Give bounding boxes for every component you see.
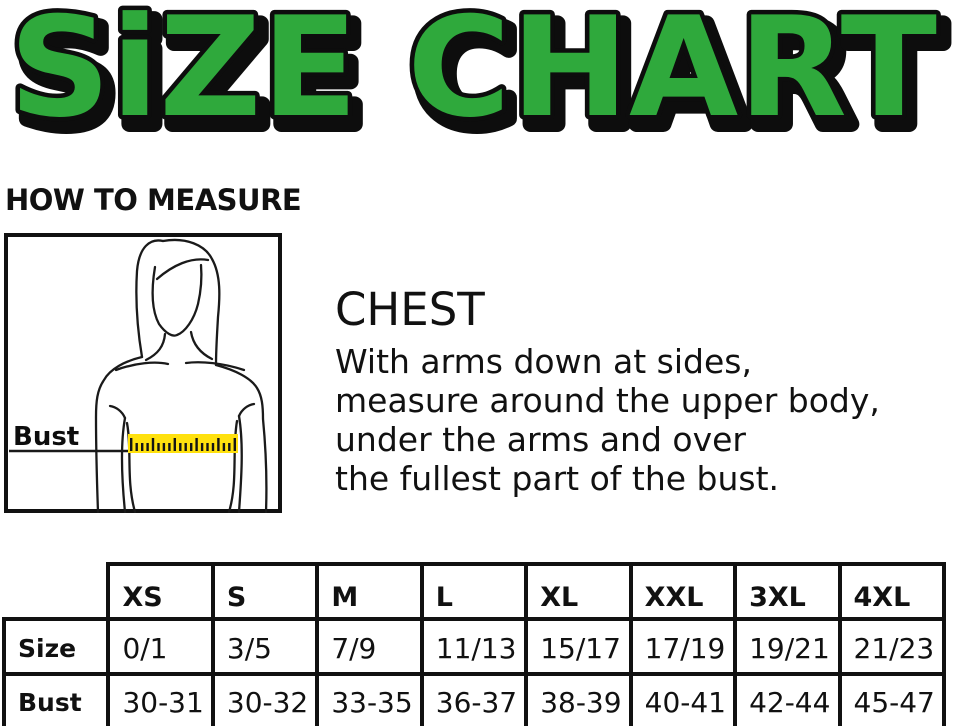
- size-value-cell: 11/13: [419, 617, 529, 676]
- size-row-label: Size: [1, 617, 111, 676]
- header-cell-4xl: 4XL: [837, 562, 946, 621]
- size-row: Size 0/1 3/5 7/9 11/13 15/17 17/19 19/21…: [1, 617, 946, 676]
- size-value-cell: 15/17: [524, 617, 633, 676]
- page-title: SiZE CHART: [9, 2, 937, 144]
- bust-value-cell: 38-39: [524, 672, 633, 726]
- bust-value-cell: 33-35: [315, 672, 424, 726]
- chest-instruction-line: measure around the upper body,: [335, 381, 880, 420]
- woman-figure-illustration: Bust: [4, 233, 282, 513]
- chest-instruction-line: under the arms and over: [335, 420, 746, 459]
- page-title-shadow: SiZE CHART: [16, 2, 944, 144]
- chest-instructions: CHEST With arms down at sides, measure a…: [335, 283, 950, 499]
- header-cell-xxl: XXL: [628, 562, 738, 621]
- page-title-art: SiZE CHART SiZE CHART: [5, 2, 952, 144]
- bust-value-cell: 45-47: [837, 672, 946, 726]
- bust-value-cell: 36-37: [419, 672, 529, 726]
- size-value-cell: 3/5: [210, 617, 320, 676]
- size-table: XS S M L XL XXL 3XL 4XL Size 0/1 3/5 7/9…: [1, 562, 946, 726]
- size-value-cell: 17/19: [628, 617, 738, 676]
- header-cell-3xl: 3XL: [733, 562, 842, 621]
- header-cell-xl: XL: [524, 562, 633, 621]
- tape-tick-marks: [130, 438, 236, 451]
- header-cell-s: S: [210, 562, 320, 621]
- chest-instruction-line: With arms down at sides,: [335, 342, 752, 381]
- bust-value-cell: 40-41: [628, 672, 738, 726]
- how-to-measure-heading: HOW TO MEASURE: [5, 183, 302, 217]
- chest-instruction-line: the fullest part of the bust.: [335, 459, 780, 498]
- bust-row-label: Bust: [1, 672, 111, 726]
- corner-empty-cell: [4, 564, 108, 619]
- size-value-cell: 7/9: [315, 617, 424, 676]
- chest-heading: CHEST: [335, 283, 485, 336]
- header-cell-l: L: [419, 562, 529, 621]
- bust-row: Bust 30-31 30-32 33-35 36-37 38-39 40-41…: [1, 672, 946, 726]
- bust-value-cell: 42-44: [733, 672, 842, 726]
- size-table-header-row: XS S M L XL XXL 3XL 4XL: [4, 562, 946, 621]
- header-cell-xs: XS: [106, 562, 215, 621]
- woman-figure-drawing: [94, 238, 268, 513]
- tape-band: [128, 434, 238, 453]
- bust-value-cell: 30-32: [210, 672, 320, 726]
- bust-label: Bust: [13, 422, 79, 452]
- measuring-tape: [128, 434, 238, 453]
- bust-value-cell: 30-31: [106, 672, 215, 726]
- header-cell-m: M: [315, 562, 424, 621]
- size-value-cell: 21/23: [837, 617, 946, 676]
- size-value-cell: 19/21: [733, 617, 842, 676]
- size-value-cell: 0/1: [106, 617, 215, 676]
